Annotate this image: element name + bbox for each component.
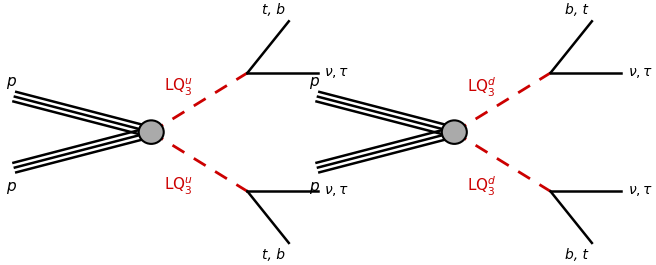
- Text: t, b: t, b: [262, 248, 285, 262]
- Text: $\nu, \tau$: $\nu, \tau$: [325, 66, 350, 80]
- Text: LQ$_3^d$: LQ$_3^d$: [467, 175, 497, 198]
- Text: $\nu, \tau$: $\nu, \tau$: [628, 184, 653, 198]
- Text: b, t: b, t: [565, 3, 588, 17]
- Text: p: p: [6, 74, 16, 89]
- Text: b, t: b, t: [565, 248, 588, 262]
- Text: p: p: [309, 74, 319, 89]
- Circle shape: [138, 120, 164, 144]
- Text: LQ$_3^u$: LQ$_3^u$: [164, 77, 193, 98]
- Text: p: p: [6, 179, 16, 194]
- Text: t, b: t, b: [262, 3, 285, 17]
- Text: $\nu, \tau$: $\nu, \tau$: [325, 184, 350, 198]
- Text: LQ$_3^d$: LQ$_3^d$: [467, 76, 497, 99]
- Text: $\nu, \tau$: $\nu, \tau$: [628, 66, 653, 80]
- Text: p: p: [309, 179, 319, 194]
- Circle shape: [441, 120, 467, 144]
- Text: LQ$_3^u$: LQ$_3^u$: [164, 176, 193, 197]
